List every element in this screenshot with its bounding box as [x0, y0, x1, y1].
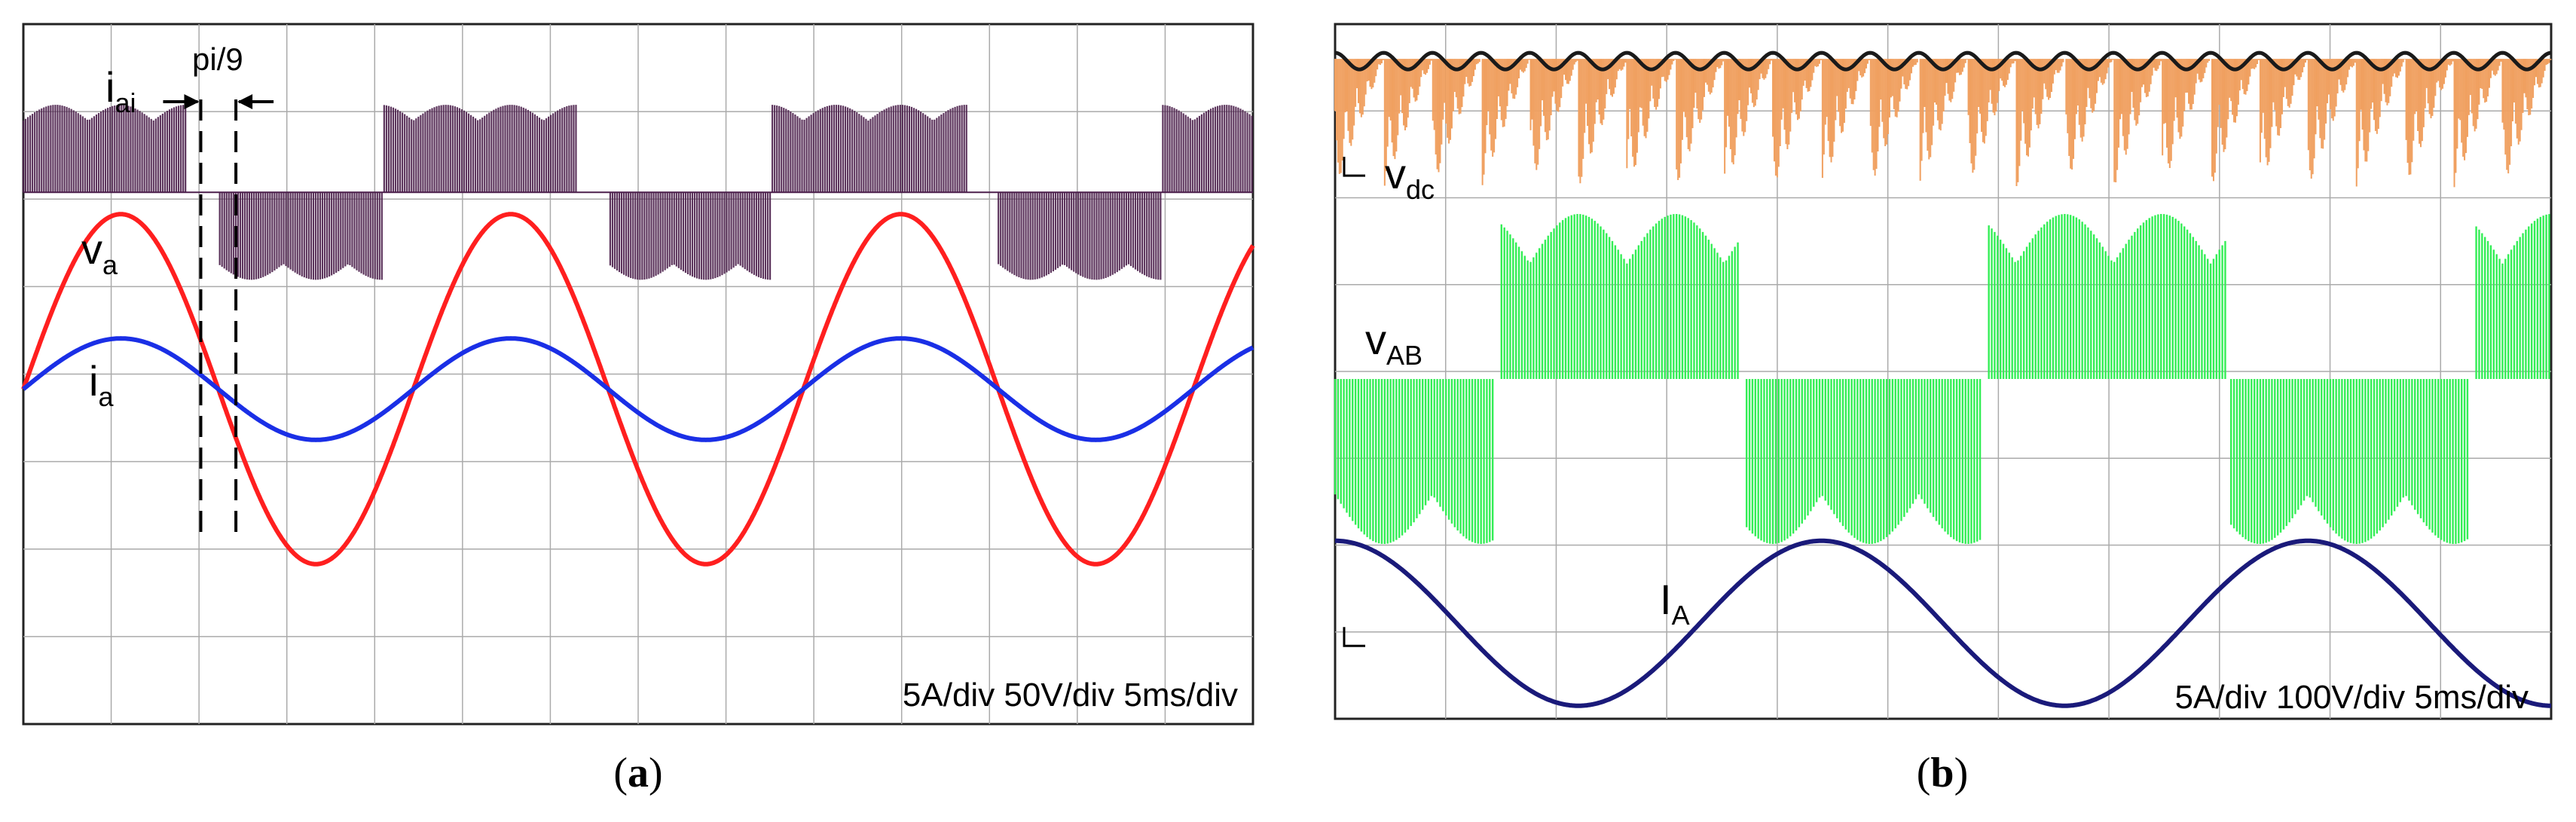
panel-a-pi9-markers: [163, 94, 274, 536]
trace-ia: [22, 336, 1254, 442]
trace-va: [21, 212, 1255, 567]
panel-a-traces: [21, 105, 1255, 567]
marker-arrowhead-left: [184, 94, 200, 109]
caption-b: (b): [1917, 750, 1968, 796]
label-vab: vAB: [1365, 316, 1422, 371]
annotation-pi9: pi/9: [192, 41, 243, 77]
ground-marker-vdc: [1343, 157, 1365, 177]
panel-a: iai pi/9 va ia 5A/div 50V/div 5ms/div: [21, 23, 1255, 726]
scale-text-a: 5A/div 50V/div 5ms/div: [903, 677, 1238, 714]
label-ia-b: IA: [1660, 576, 1690, 631]
caption-a: (a): [613, 750, 662, 796]
label-iai: iai: [105, 63, 136, 118]
scale-text-b: 5A/div 100V/div 5ms/div: [2174, 679, 2529, 716]
ground-marker-ia: [1343, 627, 1365, 647]
panel-b: vdc vAB IA 5A/div 100V/div 5ms/div: [1334, 23, 2553, 720]
trace-vdc-envelope: [1334, 50, 2552, 72]
trace-ia-b: [1334, 538, 2551, 708]
marker-arrowhead-right: [237, 94, 253, 109]
label-va: va: [81, 225, 118, 280]
panel-b-traces: [1334, 50, 2552, 708]
label-vdc: vdc: [1385, 150, 1435, 205]
label-ia: ia: [89, 357, 114, 412]
